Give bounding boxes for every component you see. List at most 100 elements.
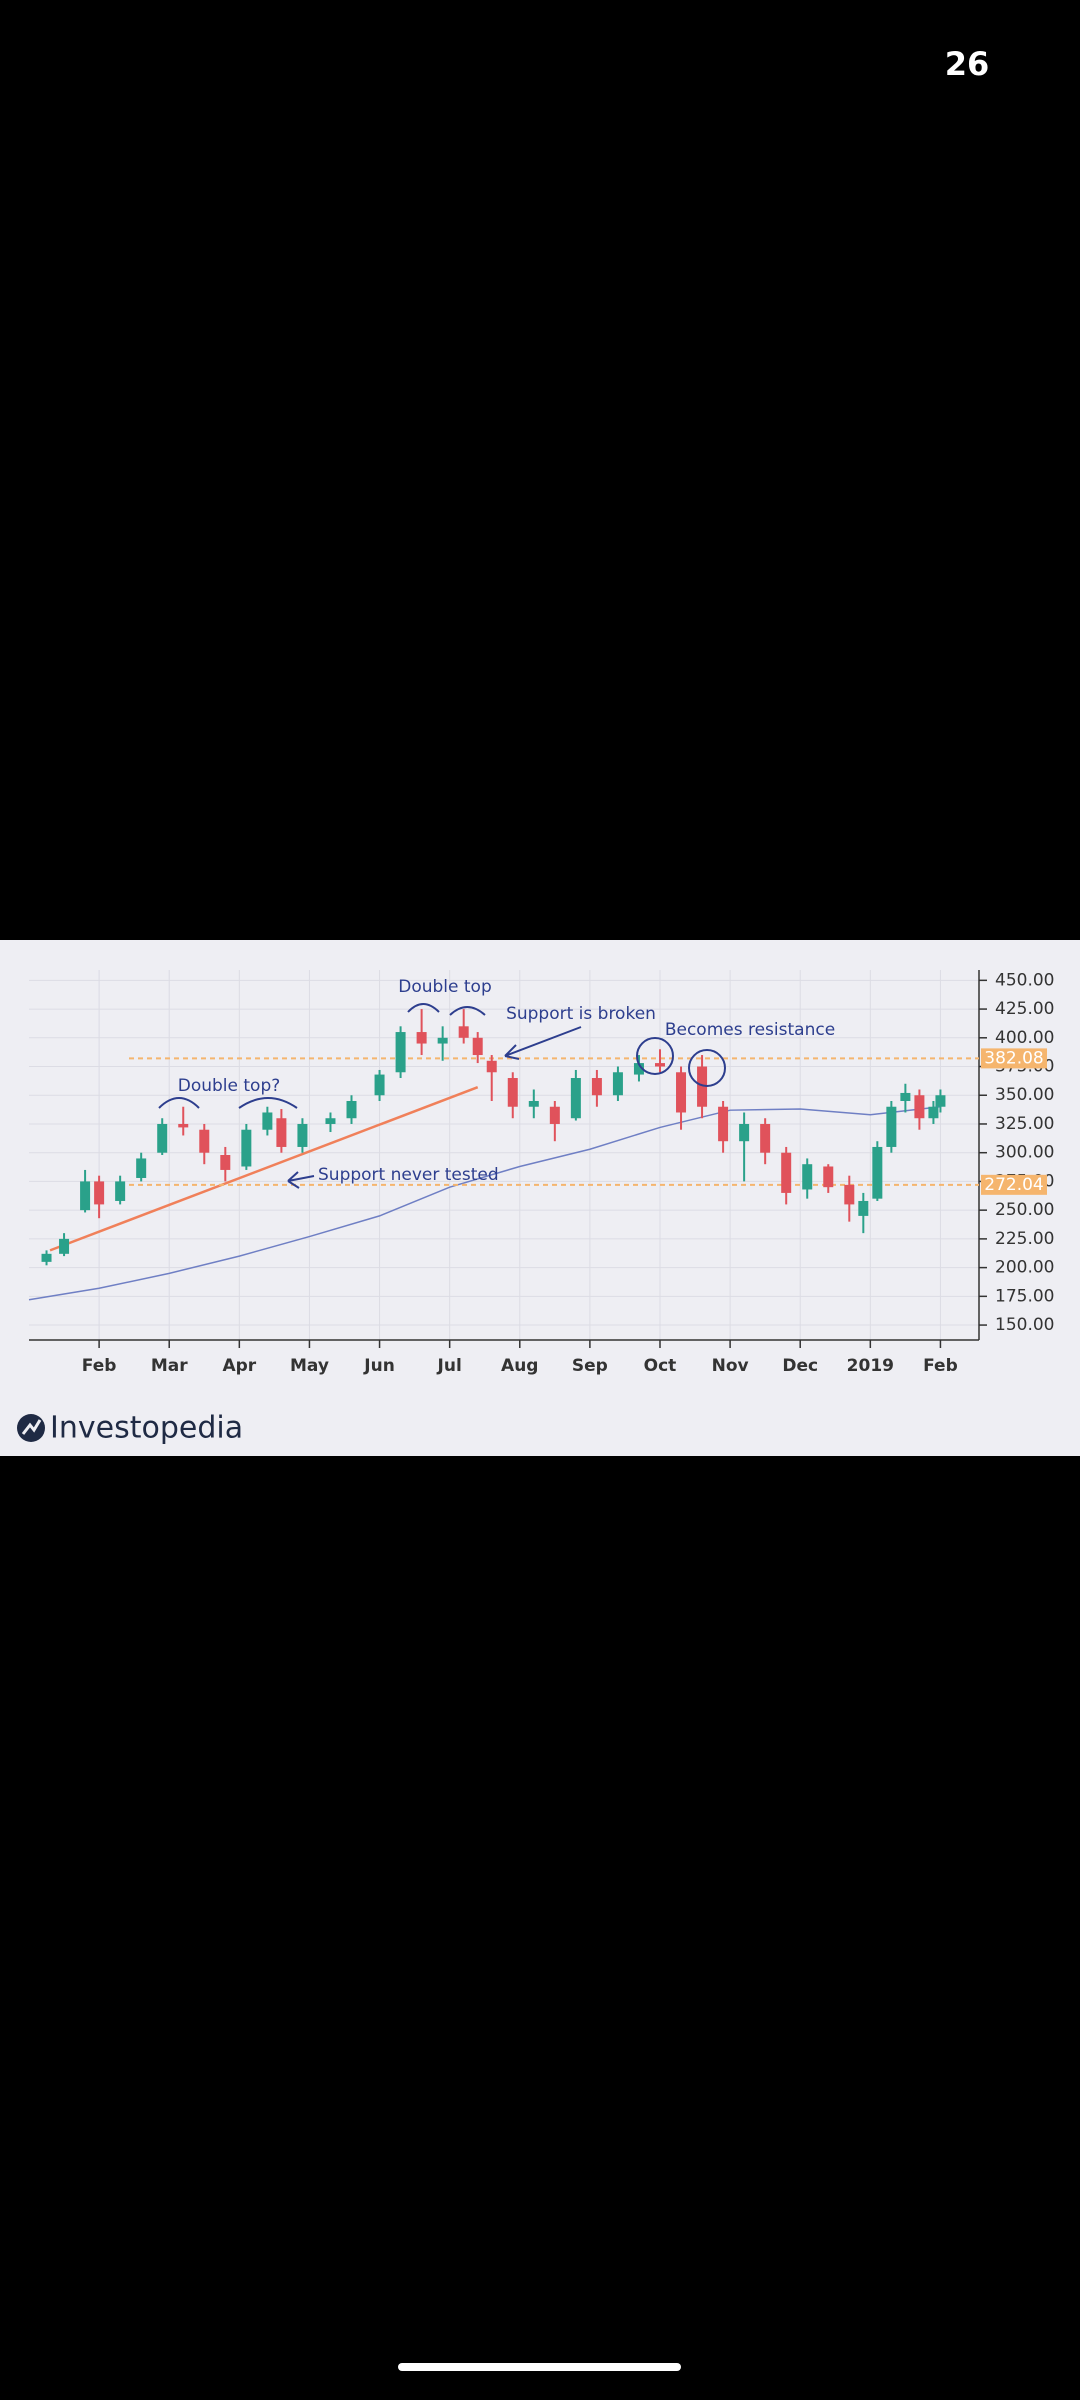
level-label: 272.04 (984, 1175, 1043, 1195)
candle-body (262, 1112, 273, 1130)
candle-body (858, 1200, 869, 1216)
x-tick-label: May (290, 1356, 329, 1376)
candle-body (697, 1066, 708, 1107)
candle-body (115, 1181, 126, 1201)
x-tick-label: Sep (572, 1356, 608, 1376)
candle-body (900, 1092, 911, 1101)
candle-body (59, 1238, 70, 1254)
arrow (504, 1026, 582, 1060)
circle (688, 1049, 726, 1087)
y-tick-label: 350.00 (995, 1085, 1054, 1105)
x-tick-label: Nov (712, 1356, 749, 1376)
x-tick-label: Oct (644, 1356, 677, 1376)
x-tick-label: Feb (923, 1356, 958, 1376)
candle-body (718, 1106, 729, 1142)
y-tick-label: 450.00 (995, 970, 1054, 990)
candle-body (654, 1063, 665, 1067)
y-tick-label: 400.00 (995, 1028, 1054, 1048)
brand: Investopedia (50, 1411, 243, 1446)
candle-body (549, 1106, 560, 1124)
level-label: 382.08 (984, 1048, 1043, 1068)
y-tick-label: 425.00 (995, 999, 1054, 1019)
candle-body (676, 1072, 687, 1113)
candle-body (346, 1100, 357, 1119)
candle-body (178, 1123, 189, 1128)
logo-glyph (21, 1419, 42, 1435)
candle-body (395, 1032, 406, 1073)
circle (636, 1037, 674, 1075)
candle-body (80, 1181, 91, 1211)
annotation: Support is broken (506, 1004, 656, 1024)
y-tick-label: 300.00 (995, 1143, 1054, 1163)
candle-body (633, 1063, 644, 1075)
candle-body (416, 1032, 427, 1044)
candle-body (157, 1123, 168, 1153)
annotation-shapes (158, 1003, 726, 1189)
candle-body (241, 1129, 252, 1167)
annotation: Becomes resistance (665, 1020, 835, 1040)
y-tick-label: 175.00 (995, 1286, 1054, 1306)
candle-body (220, 1155, 231, 1170)
plot: 150.00175.00200.00225.00250.00275.00300.… (28, 970, 1054, 1376)
candle-body (914, 1095, 925, 1119)
candle-body (276, 1118, 287, 1147)
home-indicator[interactable] (398, 2363, 681, 2371)
y-tick-label: 150.00 (995, 1315, 1054, 1335)
candle-body (325, 1118, 336, 1124)
candle-body (591, 1078, 602, 1096)
chart-panel (0, 940, 1080, 1456)
x-tick-label: Aug (501, 1356, 538, 1376)
candle-body (472, 1037, 483, 1056)
y-tick-label: 200.00 (995, 1258, 1054, 1278)
candle-body (802, 1164, 813, 1190)
x-tick-label: Mar (151, 1356, 188, 1376)
candle-body (507, 1078, 518, 1107)
candle-body (823, 1166, 834, 1188)
trendline (49, 1086, 479, 1252)
x-tick-label: Feb (82, 1356, 117, 1376)
candle-body (844, 1184, 855, 1205)
candle-body (41, 1253, 52, 1262)
arc (158, 1097, 200, 1109)
candle-body (199, 1129, 210, 1153)
candle-body (297, 1123, 308, 1147)
candle-body (872, 1146, 883, 1199)
annotation: Double top (398, 977, 492, 997)
y-tick-label: 250.00 (995, 1200, 1054, 1220)
candle-body (486, 1060, 497, 1073)
arrow (287, 1171, 315, 1189)
candle-body (570, 1078, 581, 1119)
arc (407, 1003, 440, 1013)
candle-body (136, 1158, 147, 1178)
level-label-box (981, 1048, 1047, 1069)
annotation: Support never tested (318, 1165, 499, 1185)
candle-body (928, 1106, 939, 1119)
arc (449, 1006, 486, 1016)
x-tick-label: Dec (782, 1356, 818, 1376)
x-tick-label: Jul (437, 1356, 462, 1376)
arc (238, 1097, 298, 1109)
candle-body (612, 1072, 623, 1096)
x-tick-label: Jun (363, 1356, 395, 1376)
level-label-box (981, 1174, 1047, 1195)
moving-average (28, 1105, 941, 1301)
candle-body (94, 1181, 105, 1205)
candle-body (374, 1074, 385, 1096)
y-tick-label: 325.00 (995, 1114, 1054, 1134)
candle-body (760, 1123, 771, 1153)
candle-body (886, 1106, 897, 1147)
candle-body (781, 1152, 792, 1193)
candle-body (935, 1095, 946, 1107)
candle-body (437, 1037, 448, 1044)
annotation: Double top? (178, 1076, 281, 1096)
candle-body (528, 1100, 539, 1107)
candle-body (739, 1123, 750, 1142)
page-counter: 26 (945, 45, 990, 83)
x-tick-label: Apr (222, 1356, 256, 1376)
logo: Investopedia (17, 1411, 243, 1446)
candle-body (458, 1026, 469, 1038)
x-tick-label: 2019 (847, 1356, 894, 1376)
y-tick-label: 225.00 (995, 1229, 1054, 1249)
